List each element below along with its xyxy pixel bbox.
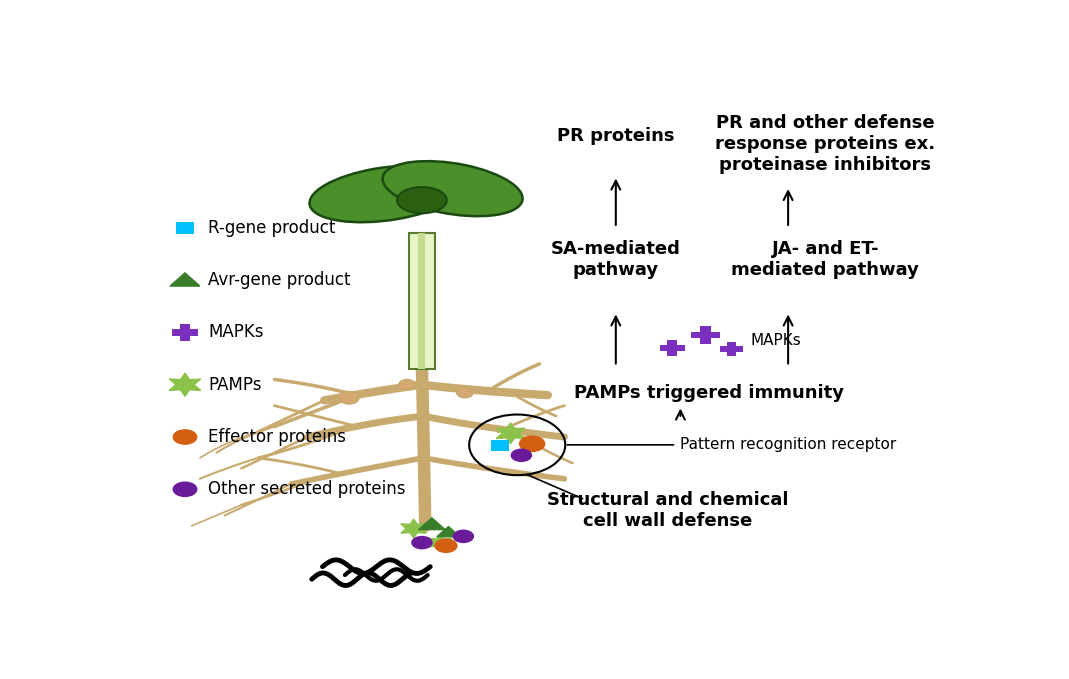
Circle shape <box>339 392 359 404</box>
Text: Other secreted proteins: Other secreted proteins <box>208 480 406 498</box>
Bar <box>408 233 435 369</box>
Polygon shape <box>170 273 200 286</box>
Text: SA-mediated
pathway: SA-mediated pathway <box>551 240 681 278</box>
Text: PAMPs: PAMPs <box>208 375 262 394</box>
Bar <box>721 346 743 352</box>
Circle shape <box>456 387 474 398</box>
Text: MAPKs: MAPKs <box>208 323 264 342</box>
Circle shape <box>412 536 433 549</box>
Text: MAPKs: MAPKs <box>750 333 802 348</box>
Bar <box>491 439 509 451</box>
Text: Avr-gene product: Avr-gene product <box>208 271 351 289</box>
Bar <box>418 233 425 369</box>
Circle shape <box>511 449 532 462</box>
Bar <box>691 331 719 338</box>
Bar <box>172 329 198 336</box>
Bar <box>180 324 190 341</box>
Polygon shape <box>429 534 451 551</box>
Ellipse shape <box>310 166 463 222</box>
Bar <box>176 222 195 234</box>
Polygon shape <box>437 526 460 537</box>
Text: Effector proteins: Effector proteins <box>208 428 346 446</box>
Ellipse shape <box>383 161 523 216</box>
Circle shape <box>172 481 198 497</box>
Polygon shape <box>169 373 201 397</box>
Bar <box>660 345 684 351</box>
Ellipse shape <box>397 187 447 213</box>
Bar <box>700 326 711 344</box>
Circle shape <box>518 435 545 452</box>
Text: Structural and chemical
cell wall defense: Structural and chemical cell wall defens… <box>547 491 789 530</box>
Text: PR proteins: PR proteins <box>557 128 675 145</box>
Polygon shape <box>401 519 427 538</box>
Text: PR and other defense
response proteins ex.
proteinase inhibitors: PR and other defense response proteins e… <box>715 115 935 174</box>
Circle shape <box>452 530 475 543</box>
Circle shape <box>399 380 415 390</box>
Polygon shape <box>496 423 525 444</box>
Text: PAMPs triggered immunity: PAMPs triggered immunity <box>574 384 845 401</box>
Bar <box>727 342 737 356</box>
Circle shape <box>434 538 458 553</box>
Polygon shape <box>419 518 445 530</box>
Text: Pattern recognition receptor: Pattern recognition receptor <box>680 437 897 452</box>
Text: JA- and ET-
mediated pathway: JA- and ET- mediated pathway <box>731 240 919 278</box>
Text: R-gene product: R-gene product <box>208 219 336 237</box>
Circle shape <box>172 429 198 445</box>
Bar <box>667 340 677 356</box>
